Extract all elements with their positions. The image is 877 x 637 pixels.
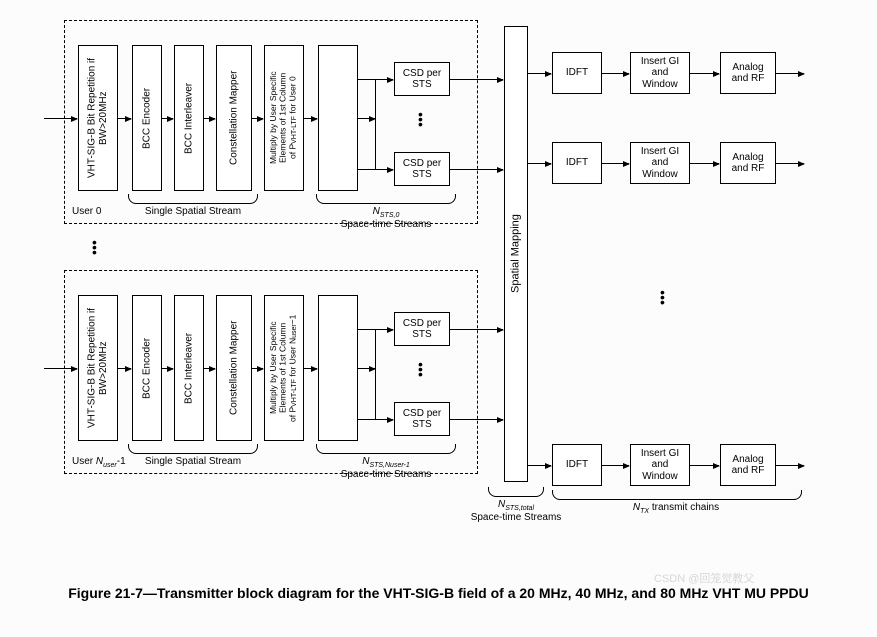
arrow	[204, 368, 215, 369]
arrow	[304, 118, 317, 119]
arrow	[162, 118, 173, 119]
arrow	[776, 73, 804, 74]
arrow	[690, 73, 719, 74]
arrow	[528, 465, 551, 466]
block-multiply-n: Multiply by User SpecificElements of 1st…	[264, 295, 304, 441]
arrow	[304, 368, 317, 369]
arrow	[690, 163, 719, 164]
arrow	[602, 73, 629, 74]
arrow	[252, 368, 263, 369]
block-rf-0: Analog and RF	[720, 52, 776, 94]
arrow	[375, 329, 376, 419]
arrow	[358, 169, 393, 170]
brace-single-0	[128, 194, 258, 204]
block-rf-1: Analog and RF	[720, 142, 776, 184]
arrow	[358, 118, 375, 119]
block-bit-repetition-0: VHT-SIG-B Bit Repetition if BW>20MHz	[78, 45, 118, 191]
brace-sts-0	[316, 194, 456, 204]
brace-tx-label: NTX transmit chains	[576, 502, 776, 515]
block-spatial-mapping: Spatial Mapping	[504, 26, 528, 482]
arrow	[358, 79, 393, 80]
arrow	[162, 368, 173, 369]
arrow	[690, 465, 719, 466]
brace-single-0-label: Single Spatial Stream	[93, 206, 293, 217]
figure-caption: Figure 21-7—Transmitter block diagram fo…	[0, 585, 877, 601]
arrow	[450, 419, 503, 420]
arrow	[358, 419, 393, 420]
block-spacer-n	[318, 295, 358, 441]
arrow	[252, 118, 263, 119]
block-bcc-interleaver-n: BCC Interleaver	[174, 295, 204, 441]
arrow	[375, 79, 376, 169]
block-csd-0b: CSD per STS	[394, 152, 450, 186]
brace-single-n-label: Single Spatial Stream	[93, 456, 293, 467]
block-idft-1: IDFT	[552, 142, 602, 184]
block-bcc-encoder-0: BCC Encoder	[132, 45, 162, 191]
block-idft-0: IDFT	[552, 52, 602, 94]
block-csd-nb: CSD per STS	[394, 402, 450, 436]
arrow	[776, 465, 804, 466]
vdots-tx: •••	[660, 290, 665, 305]
arrow	[358, 329, 393, 330]
arrow	[602, 465, 629, 466]
arrow	[602, 163, 629, 164]
arrow	[528, 163, 551, 164]
arrow	[44, 368, 77, 369]
block-constellation-n: Constellation Mapper	[216, 295, 252, 441]
block-gi-2: Insert GI and Window	[630, 444, 690, 486]
block-csd-na: CSD per STS	[394, 312, 450, 346]
block-spacer-0	[318, 45, 358, 191]
arrow	[358, 368, 375, 369]
block-gi-0: Insert GI and Window	[630, 52, 690, 94]
arrow	[118, 118, 131, 119]
block-bcc-interleaver-0: BCC Interleaver	[174, 45, 204, 191]
arrow	[776, 163, 804, 164]
brace-sts-n-label: NSTS,Nuser-1Space-time Streams	[286, 456, 486, 480]
arrow	[450, 79, 503, 80]
brace-sts-total	[488, 487, 544, 497]
block-gi-1: Insert GI and Window	[630, 142, 690, 184]
block-csd-0a: CSD per STS	[394, 62, 450, 96]
arrow	[118, 368, 131, 369]
vdots-csd-0: •••	[418, 112, 423, 127]
block-constellation-0: Constellation Mapper	[216, 45, 252, 191]
brace-sts-0-label: NSTS,0Space-time Streams	[286, 206, 486, 230]
block-idft-2: IDFT	[552, 444, 602, 486]
block-multiply-0: Multiply by User SpecificElements of 1st…	[264, 45, 304, 191]
vdots-users: •••	[92, 240, 97, 255]
block-diagram: User 0 VHT-SIG-B Bit Repetition if BW>20…	[0, 0, 877, 570]
vdots-csd-n: •••	[418, 362, 423, 377]
brace-single-n	[128, 444, 258, 454]
arrow	[450, 169, 503, 170]
block-bit-repetition-n: VHT-SIG-B Bit Repetition if BW>20MHz	[78, 295, 118, 441]
brace-tx	[552, 490, 802, 500]
block-bcc-encoder-n: BCC Encoder	[132, 295, 162, 441]
arrow	[528, 73, 551, 74]
arrow	[44, 118, 77, 119]
arrow	[450, 329, 503, 330]
watermark: CSDN @回笼觉教父	[654, 570, 754, 586]
brace-sts-n	[316, 444, 456, 454]
block-rf-2: Analog and RF	[720, 444, 776, 486]
arrow	[204, 118, 215, 119]
